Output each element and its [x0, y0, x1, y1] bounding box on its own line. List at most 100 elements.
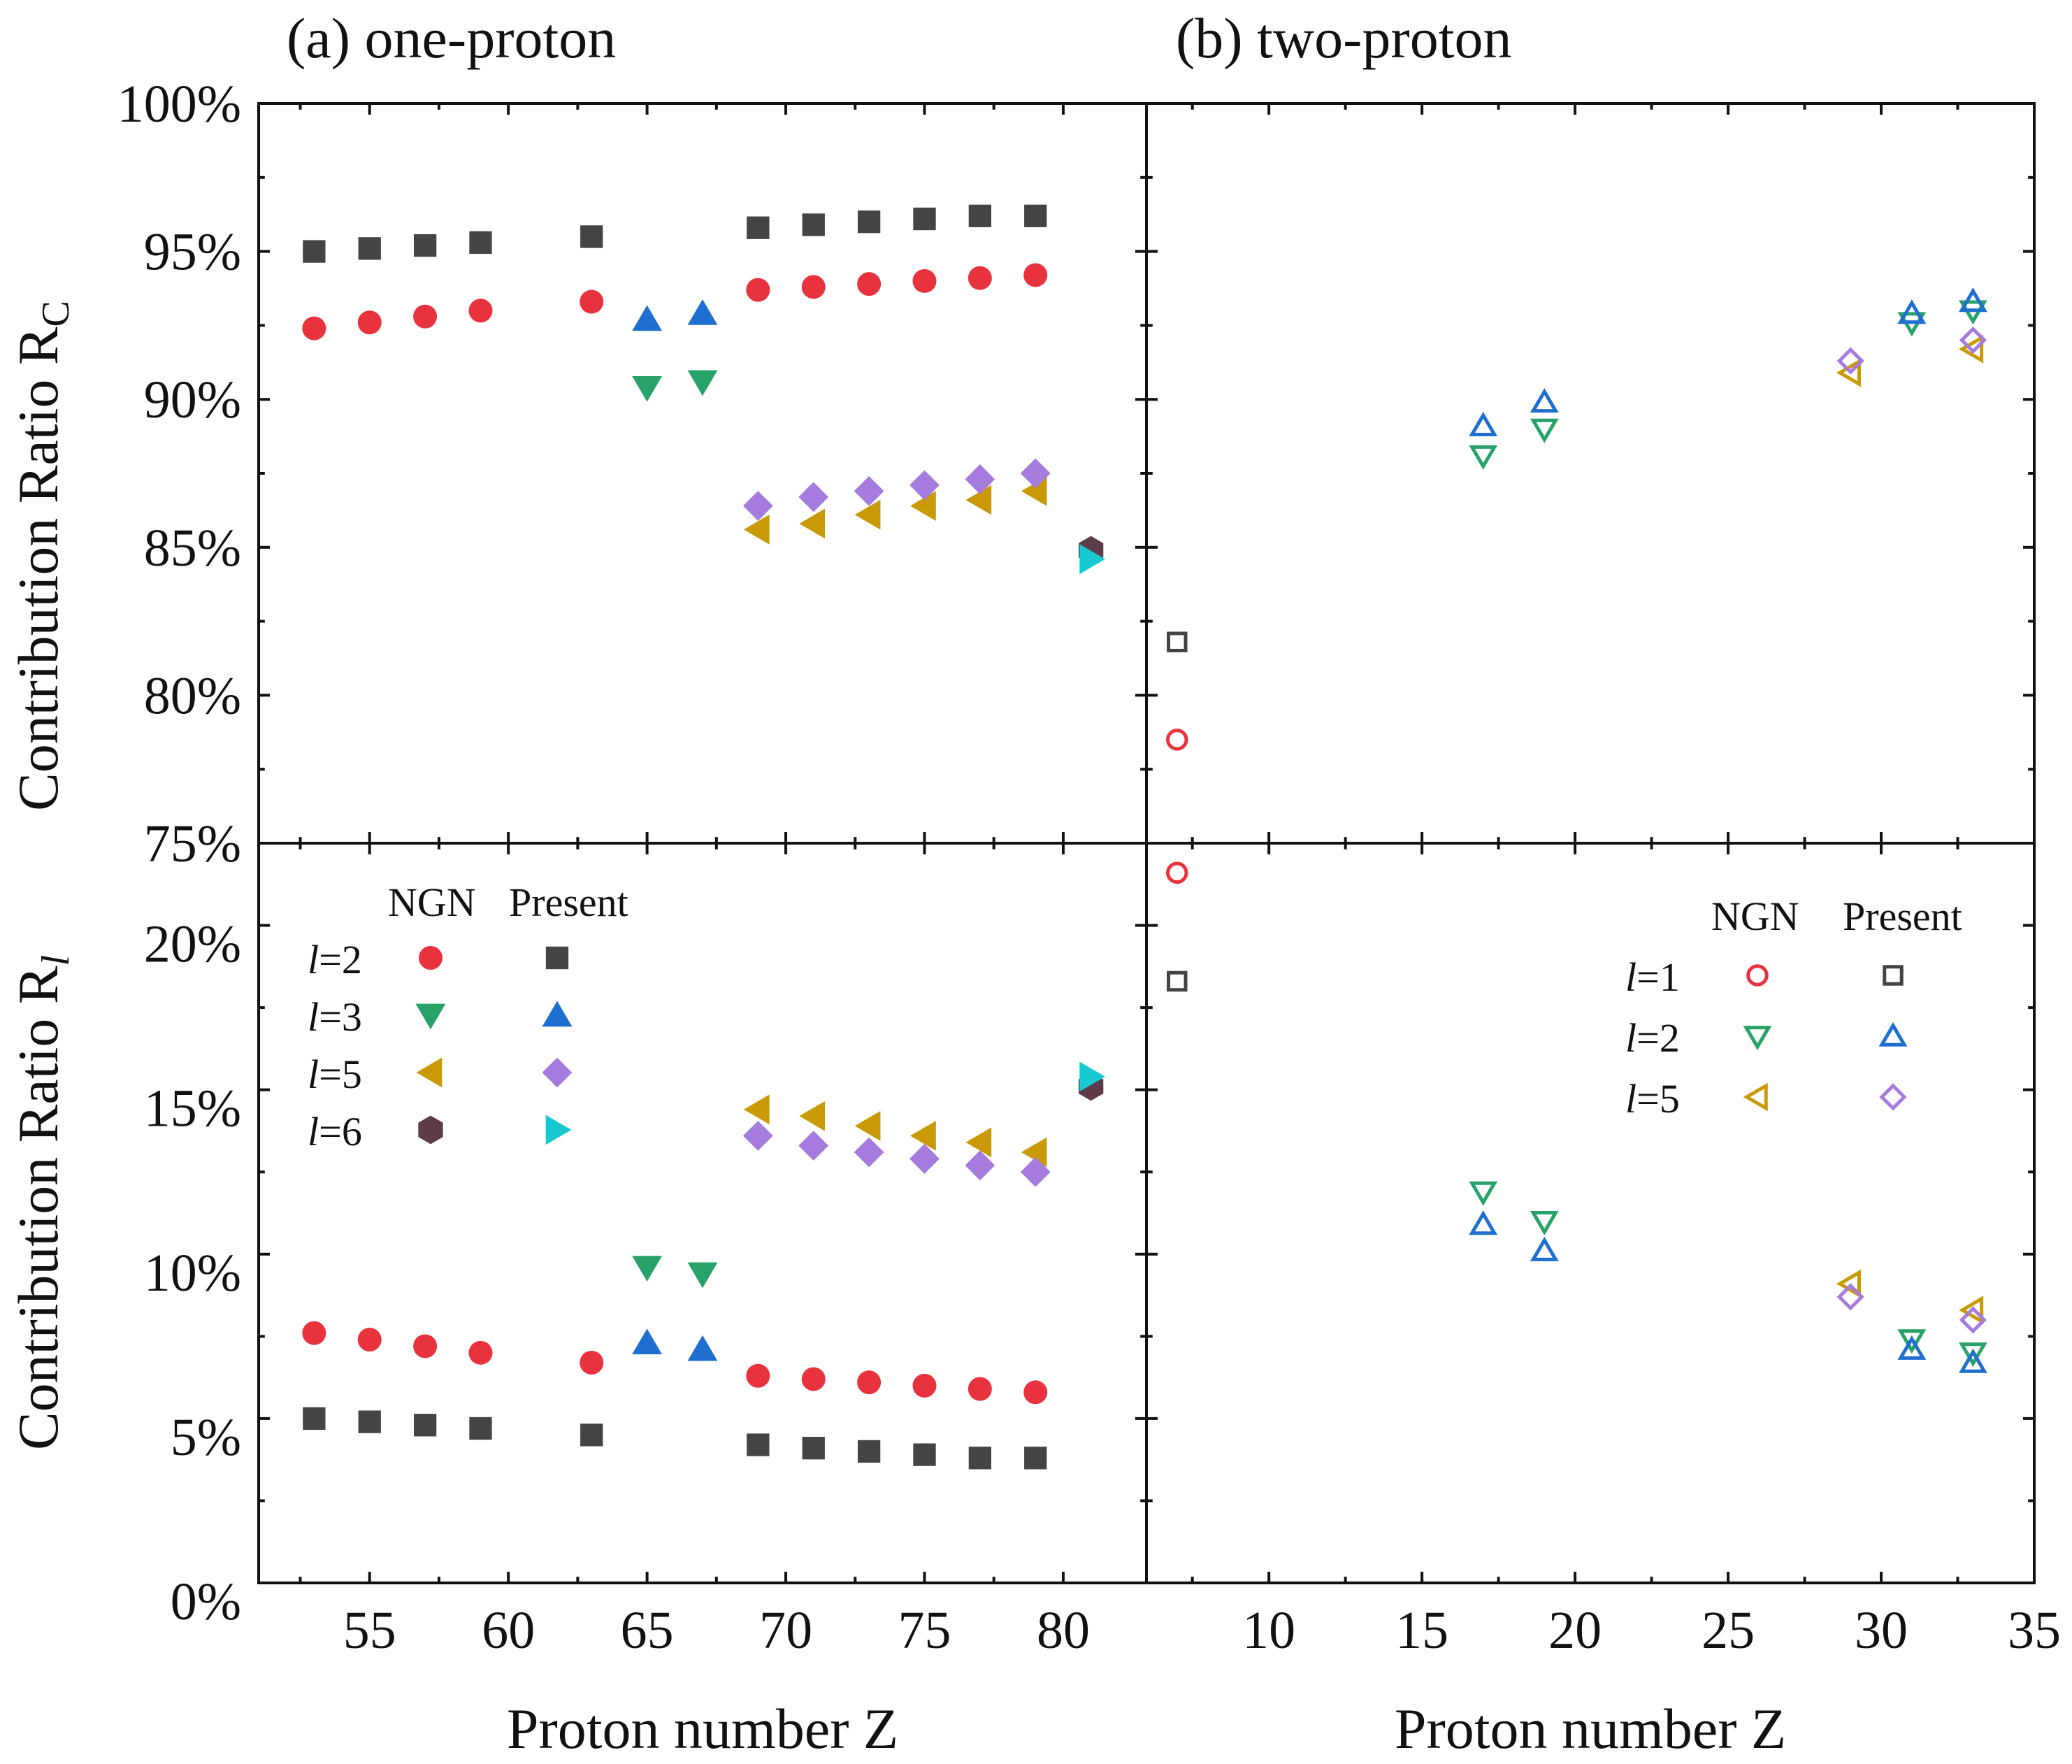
- data-point: [1897, 1335, 1927, 1360]
- legend-l-value: =3: [319, 994, 362, 1040]
- data-point: [1959, 334, 1984, 364]
- data-point: [799, 508, 826, 539]
- data-point: [798, 1131, 829, 1161]
- data-point: [1023, 1380, 1048, 1405]
- y-tick-label: 95%: [144, 223, 241, 282]
- legend-l-symbol: l: [1625, 1076, 1636, 1121]
- series-l-1-ngn: [1166, 861, 1188, 884]
- data-point: [857, 1440, 881, 1463]
- data-point: [857, 210, 881, 234]
- legend-row-label: l=3: [308, 994, 362, 1040]
- series-l-2-ngn: [302, 263, 1048, 340]
- data-point: [746, 278, 770, 302]
- data-point: [687, 370, 718, 396]
- legend-l-symbol: l: [1625, 954, 1636, 1000]
- data-point: [1166, 861, 1188, 884]
- series-l-1-ngn: [1166, 729, 1188, 751]
- data-point: [413, 234, 437, 257]
- data-point: [1167, 970, 1188, 992]
- data-point: [1469, 1210, 1498, 1235]
- series-l-5-ngn: [743, 1094, 1047, 1168]
- legend-l-symbol: l: [308, 1052, 319, 1097]
- legend-marker-ngn: [1746, 964, 1769, 987]
- legend-row-label: l=2: [1625, 1015, 1680, 1061]
- data-point: [747, 216, 770, 239]
- data-point: [1020, 1156, 1051, 1187]
- data-point: [1024, 1447, 1047, 1470]
- legend-marker-present: [542, 1057, 573, 1088]
- y-tick-label: 90%: [144, 371, 241, 429]
- data-point: [798, 482, 829, 512]
- x-tick-label: 60: [482, 1601, 535, 1660]
- legend-l-value: =2: [1636, 1015, 1680, 1061]
- series-l-5-present: [742, 458, 1051, 521]
- data-point: [912, 1373, 937, 1398]
- data-point: [802, 213, 825, 236]
- legend-l-value: =6: [319, 1109, 362, 1154]
- y-tick-label: 85%: [144, 519, 241, 578]
- data-point: [742, 1121, 773, 1151]
- series-l-3-present: [632, 1328, 718, 1361]
- legend-l-value: =5: [319, 1052, 362, 1097]
- data-point: [909, 1143, 940, 1174]
- data-point: [854, 499, 881, 530]
- data-point: [413, 304, 438, 329]
- x-tick-label: 10: [1242, 1601, 1295, 1660]
- x-tick-label: 20: [1548, 1601, 1602, 1660]
- data-point: [358, 237, 381, 260]
- data-point: [468, 1340, 493, 1365]
- legend-two-proton: NGN Present l=1l=2l=5: [1625, 894, 1962, 1121]
- data-point: [799, 1100, 826, 1131]
- data-point: [742, 491, 773, 521]
- series-l-1-present: [1167, 631, 1188, 652]
- data-point: [1021, 1137, 1047, 1168]
- data-point: [968, 204, 992, 227]
- series-l-6-present: [1079, 544, 1106, 575]
- legend-row-label: l=5: [308, 1052, 362, 1097]
- y-tick-label: 0%: [171, 1572, 241, 1631]
- data-point: [1958, 1348, 1987, 1373]
- series-l-6-present: [1079, 1061, 1106, 1092]
- axes-frame: [257, 102, 2036, 1584]
- data-point: [1530, 388, 1559, 413]
- data-point: [469, 231, 492, 254]
- series-l-2-present: [303, 1407, 1047, 1470]
- data-point: [743, 1094, 770, 1125]
- legend-l-symbol: l: [308, 1109, 319, 1154]
- data-point: [965, 464, 995, 494]
- data-point: [1958, 287, 1987, 313]
- legend-marker-present: [1879, 1083, 1907, 1111]
- data-point: [1836, 358, 1861, 387]
- data-point: [632, 1256, 663, 1282]
- x-tick-labels: 55 60 65 70 75 80 10 15 20 25 30 35: [343, 1601, 2061, 1660]
- data-point: [632, 1328, 663, 1355]
- series-l-2-ngn: [1469, 1181, 1987, 1368]
- x-tick-label: 15: [1395, 1601, 1448, 1660]
- data-point: [802, 1437, 825, 1460]
- legend-marker-present: [545, 1114, 572, 1145]
- x-axis-label-b: Proton number Z: [1395, 1697, 1786, 1761]
- data-point: [968, 1447, 992, 1470]
- series-l-2-present: [303, 204, 1047, 263]
- series-l-1-present: [1167, 970, 1188, 992]
- x-tick-label: 35: [2008, 1601, 2061, 1660]
- data-point: [912, 268, 937, 293]
- data-point: [1023, 263, 1048, 287]
- y-tick-label: 15%: [144, 1080, 241, 1138]
- data-point: [1166, 729, 1188, 751]
- legend-marker-present: [1883, 965, 1904, 986]
- data-point: [1897, 1329, 1927, 1354]
- data-point: [687, 1262, 718, 1289]
- data-point: [1836, 347, 1864, 375]
- data-point: [580, 225, 603, 248]
- rc-axis-label: Contribution Ratio RC: [6, 301, 78, 811]
- data-point: [854, 475, 884, 506]
- data-point: [632, 375, 663, 402]
- x-tick-label: 30: [1855, 1601, 1908, 1660]
- y-tick-label: 80%: [144, 666, 241, 725]
- data-point: [413, 1414, 437, 1437]
- data-point: [632, 305, 663, 331]
- series-l-5-ngn: [1836, 1269, 1984, 1325]
- data-point: [965, 1150, 995, 1181]
